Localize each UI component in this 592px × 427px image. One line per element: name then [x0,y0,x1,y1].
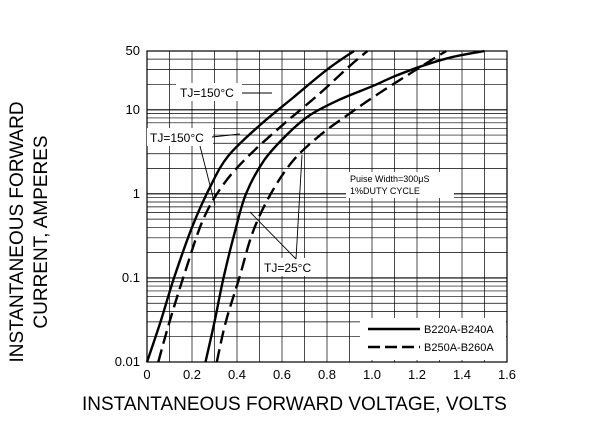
annotation-pulse-width: Puise Width=300μS [350,174,429,184]
legend: B220A-B240A B250A-B260A [360,318,506,360]
x-tick-label: 1.6 [498,367,516,382]
x-tick-label: 0.6 [273,367,291,382]
annotation-tj150-solid: TJ=150°C [180,86,234,100]
y-tick-label: 0.01 [115,354,140,369]
leader-line [211,133,241,138]
x-tick-label: 0.4 [228,367,246,382]
x-tick-label: 1.4 [453,367,471,382]
y-tick-label: 1 [133,186,140,201]
legend-label-dashed: B250A-B260A [424,342,494,354]
series-layer [145,49,485,363]
annotations: TJ=150°C TJ=150°C TJ=25°C Puise Width=30… [147,83,454,276]
leader-line [295,154,303,260]
y-tick-label: 0.1 [122,270,140,285]
series-line-1 [145,50,355,363]
leader-line [249,211,297,260]
y-tick-label: 10 [126,102,140,117]
annotation-tj150-dashed: TJ=150°C [150,131,204,145]
x-tick-label: 1.0 [363,367,381,382]
y-tick-label: 50 [126,43,140,58]
tick-labels: 0 0.2 0.4 0.6 0.8 1.0 1.2 1.4 1.6 0.01 0.1 1 10 50 [115,43,516,382]
plot-frame [146,50,508,363]
y-axis-title-line2: CURRENT, AMPERES [31,135,52,328]
legend-label-solid: B220A-B240A [424,324,494,336]
annotation-tj25: TJ=25°C [264,261,311,275]
x-tick-label: 0 [143,367,150,382]
series-line-3 [204,49,485,363]
y-axis-title-line1: INSTANTANEOUS FORWARD [7,101,28,362]
x-axis-title: INSTANTANEOUS FORWARD VOLTAGE, VOLTS [82,394,507,415]
series-line-4 [215,49,447,363]
x-tick-label: 1.2 [408,367,426,382]
series-line-2 [157,50,369,363]
leader-line [199,145,216,206]
annotation-duty-cycle: 1%DUTY CYCLE [350,186,420,196]
x-tick-label: 0.2 [183,367,201,382]
x-tick-label: 0.8 [318,367,336,382]
